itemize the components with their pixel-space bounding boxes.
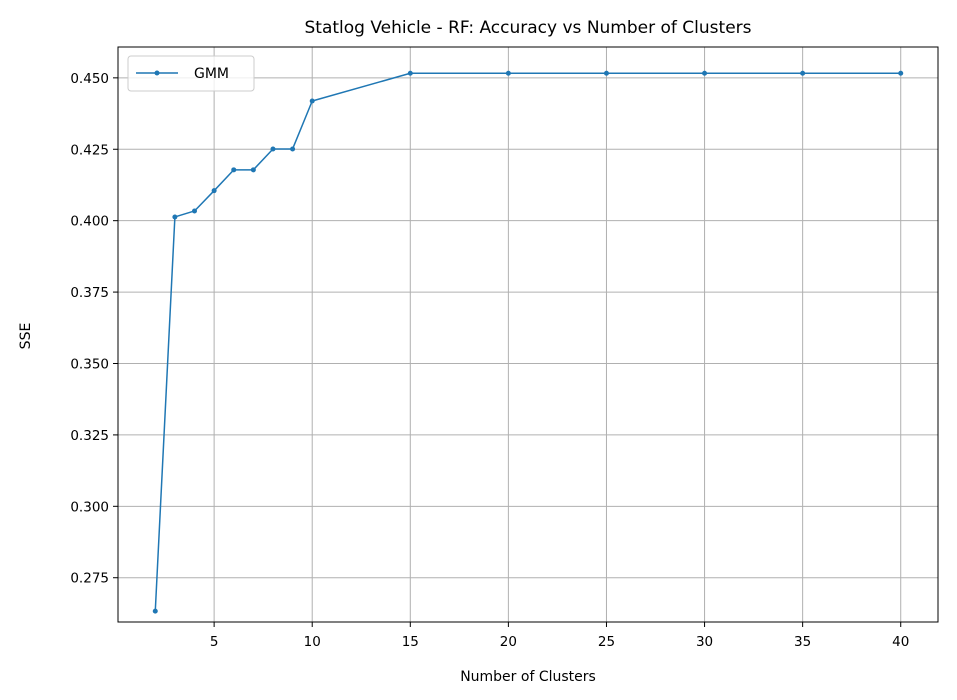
data-point	[152, 608, 158, 614]
legend-series-label: GMM	[194, 66, 229, 82]
data-point	[290, 146, 296, 152]
legend: GMM	[127, 55, 255, 92]
x-tick-label: 40	[892, 634, 909, 650]
x-tick-label: 25	[598, 634, 615, 650]
y-tick-label: 0.325	[70, 428, 109, 444]
data-point	[898, 70, 904, 76]
x-axis-ticks: 5 10 15 20 25 30 35 40	[210, 622, 909, 650]
data-point	[231, 167, 237, 173]
x-tick-label: 15	[402, 634, 419, 650]
x-tick-label: 35	[794, 634, 811, 650]
y-axis-ticks: 0.275 0.300 0.325 0.350 0.375 0.400 0.425 0.450	[70, 71, 118, 587]
data-point	[211, 188, 217, 194]
data-point	[309, 98, 315, 104]
y-tick-label: 0.375	[70, 285, 109, 301]
data-point	[603, 70, 609, 76]
x-tick-label: 10	[304, 634, 321, 650]
y-tick-label: 0.425	[70, 142, 109, 158]
y-tick-label: 0.275	[70, 571, 109, 587]
data-point	[800, 70, 806, 76]
legend-series-marker	[154, 70, 160, 76]
x-tick-label: 30	[696, 634, 713, 650]
data-point	[407, 70, 413, 76]
series-layer	[152, 70, 904, 614]
y-tick-label: 0.450	[70, 71, 109, 87]
y-tick-label: 0.300	[70, 499, 109, 515]
plot-frame	[117, 46, 939, 623]
chart-title: Statlog Vehicle - RF: Accuracy vs Number…	[304, 18, 751, 38]
y-tick-label: 0.400	[70, 214, 109, 230]
y-tick-label: 0.350	[70, 356, 109, 372]
data-point	[702, 70, 708, 76]
data-point	[505, 70, 511, 76]
y-axis-label: SSE	[18, 323, 34, 350]
grid	[118, 47, 938, 622]
x-tick-label: 20	[500, 634, 517, 650]
x-axis-label: Number of Clusters	[460, 669, 596, 685]
data-point	[172, 214, 178, 220]
x-tick-label: 5	[210, 634, 219, 650]
data-point	[192, 208, 198, 214]
data-point	[250, 167, 256, 173]
legend-box	[127, 55, 255, 92]
data-point	[270, 146, 276, 152]
